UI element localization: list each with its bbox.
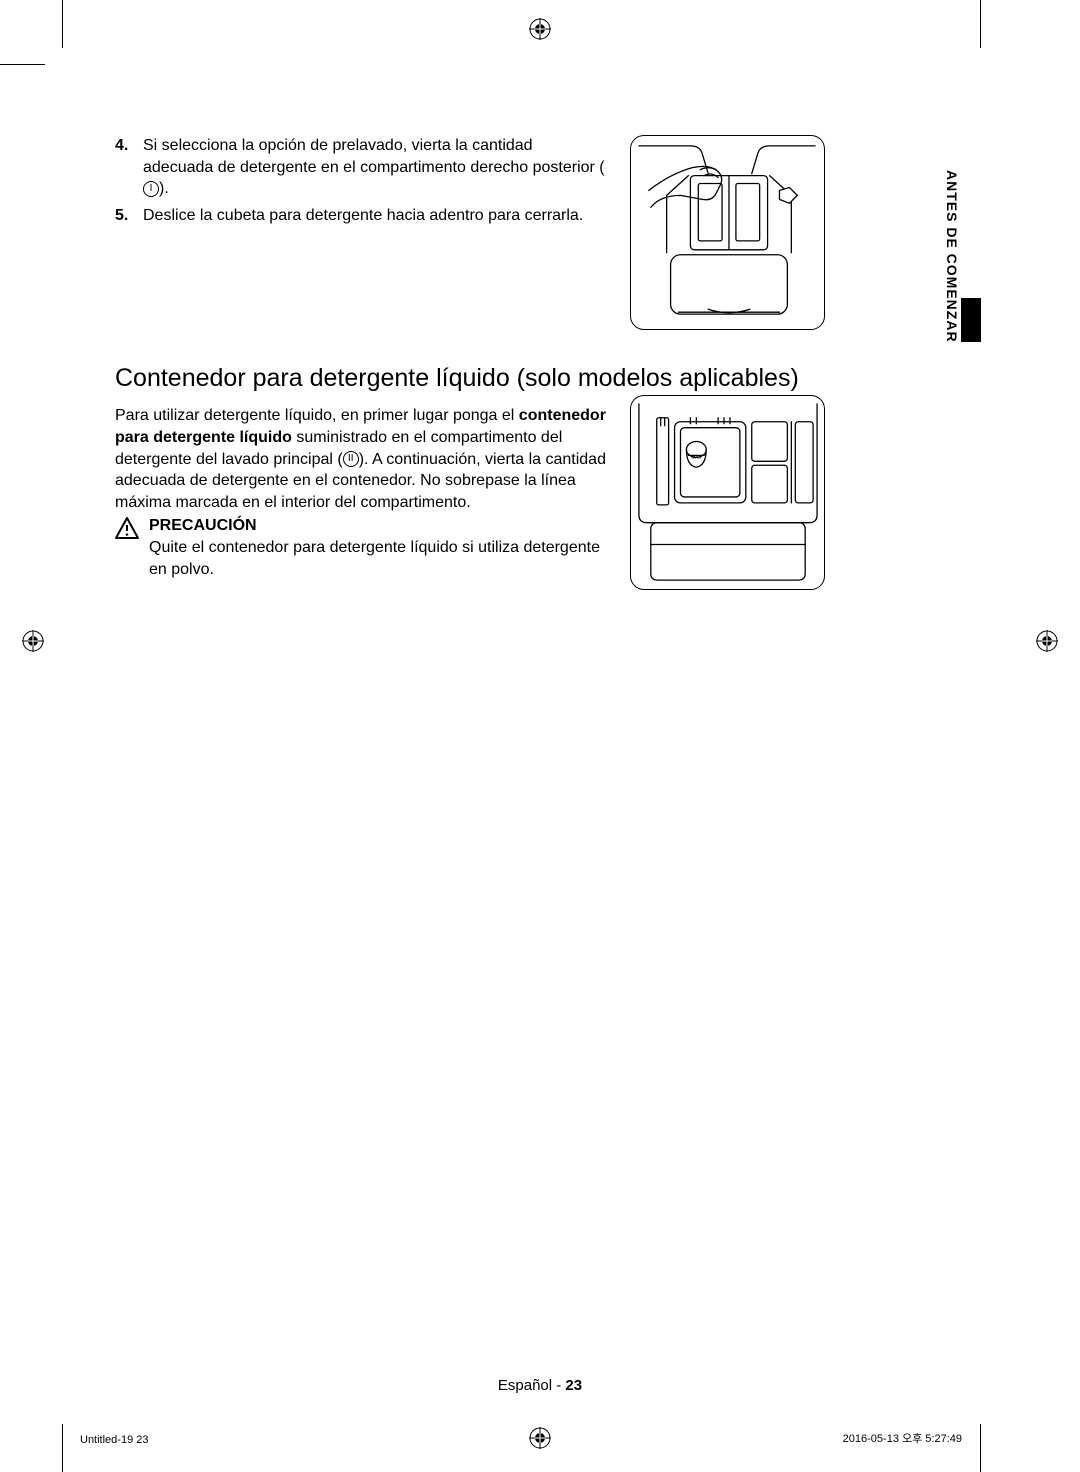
section-heading: Contenedor para detergente líquido (solo… [115, 364, 965, 393]
step-4: 4. Si selecciona la opción de prelavado,… [115, 135, 605, 200]
page-footer-left: Untitled-19 23 [80, 1434, 149, 1446]
registration-mark-right [1036, 630, 1058, 657]
compartment-symbol-i: I [143, 181, 159, 197]
section-paragraph: Para utilizar detergente líquido, en pri… [115, 405, 615, 513]
registration-mark-bottom [529, 1427, 551, 1454]
caution-block: PRECAUCIÓN Quite el contenedor para dete… [115, 517, 620, 580]
step-text: Deslice la cubeta para detergente hacia … [143, 205, 605, 227]
registration-mark-left [22, 630, 44, 657]
page-footer-right: 2016-05-13 오후 5:27:49 [843, 1430, 962, 1446]
caution-label: PRECAUCIÓN [149, 517, 620, 535]
caution-content: PRECAUCIÓN Quite el contenedor para dete… [149, 517, 620, 580]
step-5: 5. Deslice la cubeta para detergente hac… [115, 205, 605, 227]
caution-text: Quite el contenedor para detergente líqu… [149, 537, 620, 580]
page-content: 4. Si selecciona la opción de prelavado,… [115, 135, 965, 581]
crop-mark [62, 1424, 63, 1472]
crop-mark [980, 0, 981, 48]
crop-mark [0, 64, 45, 65]
page-footer-center: Español - 23 [498, 1377, 582, 1394]
registration-mark-top [529, 18, 551, 45]
step-number: 4. [115, 135, 143, 200]
crop-mark [62, 0, 63, 48]
step-number: 5. [115, 205, 143, 227]
step-list: 4. Si selecciona la opción de prelavado,… [115, 135, 605, 226]
crop-mark [980, 1424, 981, 1472]
compartment-symbol-ii: II [343, 451, 359, 467]
warning-icon [115, 517, 149, 580]
step-text: Si selecciona la opción de prelavado, vi… [143, 135, 605, 200]
